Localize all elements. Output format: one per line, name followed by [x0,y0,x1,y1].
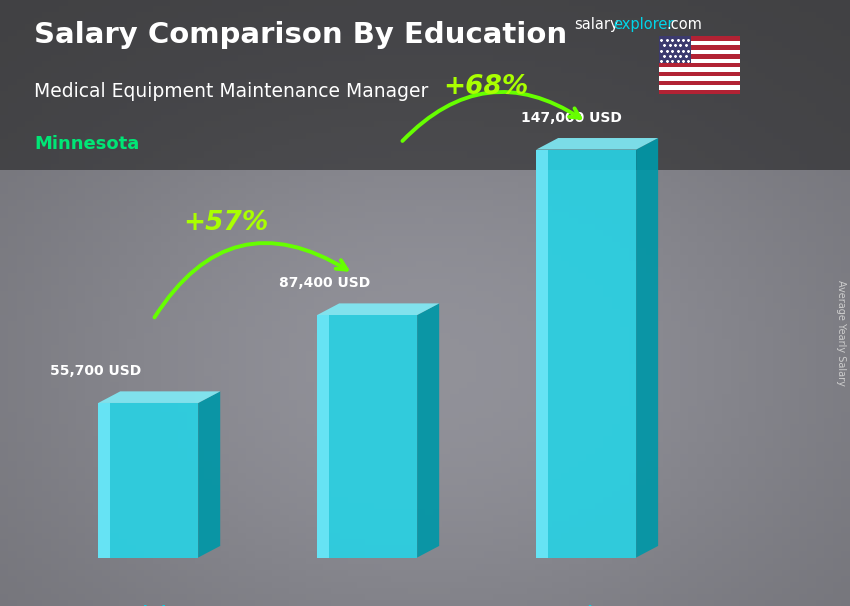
Polygon shape [99,403,110,558]
Text: explorer: explorer [614,17,674,32]
Text: 55,700 USD: 55,700 USD [50,364,141,378]
Text: Bachelor's
Degree: Bachelor's Degree [117,605,195,606]
Bar [659,36,691,63]
Bar [0,0,850,170]
Polygon shape [99,403,198,558]
Text: Salary Comparison By Education: Salary Comparison By Education [34,21,567,49]
Text: salary: salary [574,17,618,32]
Polygon shape [317,315,329,558]
Polygon shape [536,150,636,558]
Text: Average Yearly Salary: Average Yearly Salary [836,281,846,386]
Polygon shape [198,391,220,558]
Text: Minnesota: Minnesota [34,135,139,153]
Polygon shape [317,315,417,558]
Bar [659,67,740,72]
Text: 147,000 USD: 147,000 USD [521,111,622,125]
Bar [659,41,740,45]
Text: +68%: +68% [444,75,529,101]
Text: Medical Equipment Maintenance Manager: Medical Equipment Maintenance Manager [34,82,428,101]
Polygon shape [99,391,220,403]
Polygon shape [317,304,439,315]
Bar [659,59,740,63]
Bar [659,81,740,85]
Polygon shape [536,150,548,558]
Polygon shape [636,138,658,558]
Text: 87,400 USD: 87,400 USD [279,276,370,290]
Bar [659,90,740,94]
Bar [659,85,740,90]
Text: Master's
Degree: Master's Degree [343,605,407,606]
Bar [659,45,740,50]
Polygon shape [536,138,658,150]
Bar [659,50,740,54]
Bar [659,72,740,76]
Text: +57%: +57% [184,210,269,236]
Bar [659,76,740,81]
Bar [659,63,740,67]
Bar [659,54,740,59]
Text: .com: .com [666,17,702,32]
Text: PhD: PhD [579,605,609,606]
Bar [659,36,740,41]
Polygon shape [417,304,439,558]
